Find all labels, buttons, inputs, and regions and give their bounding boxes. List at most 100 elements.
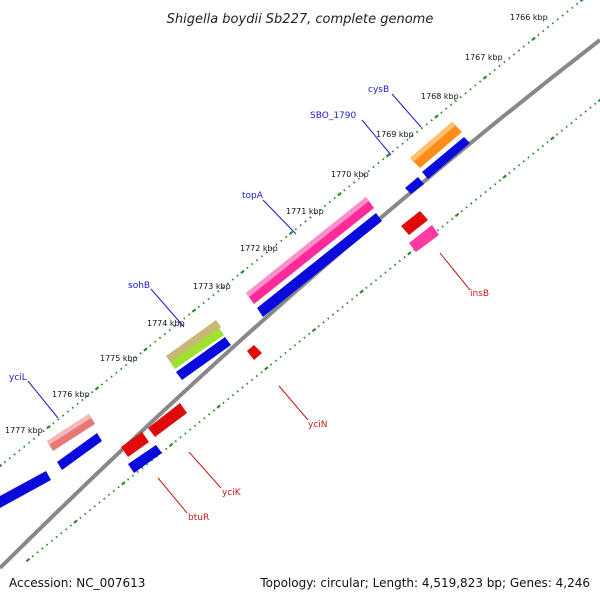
label-SBO_1790[interactable]: SBO_1790 — [310, 111, 356, 121]
major-tick — [264, 366, 269, 371]
minor-tick — [37, 433, 40, 437]
minor-tick — [154, 340, 157, 343]
minor-tick — [117, 485, 120, 489]
gene-topA[interactable] — [246, 197, 374, 304]
gene-sohB[interactable] — [166, 320, 224, 369]
gene-btuR-a[interactable] — [121, 432, 149, 457]
minor-tick — [440, 111, 443, 114]
minor-tick — [389, 267, 392, 270]
minor-tick — [571, 6, 574, 9]
genome-summary-text: Topology: circular; Length: 4,519,823 bp… — [259, 576, 590, 590]
gene-insB[interactable] — [409, 225, 439, 252]
label-yciK[interactable]: yciK — [222, 488, 242, 498]
minor-tick — [403, 255, 406, 259]
minor-tick — [517, 49, 521, 52]
gene-SBO_1790[interactable] — [405, 177, 424, 194]
minor-tick — [546, 140, 549, 144]
minor-tick — [575, 2, 579, 6]
minor-tick — [255, 374, 258, 378]
gene-yciK[interactable] — [148, 403, 187, 437]
minor-tick — [527, 41, 530, 44]
major-tick — [550, 136, 555, 141]
minor-tick — [415, 130, 419, 134]
minor-tick — [251, 262, 254, 266]
gene-cysB-cds[interactable] — [422, 137, 470, 179]
minor-tick — [136, 470, 139, 474]
gene-yciL-cds[interactable] — [57, 433, 102, 470]
minor-tick — [350, 298, 354, 301]
label-topA[interactable]: topA — [242, 191, 264, 201]
label-sohB[interactable]: sohB — [128, 281, 150, 291]
major-tick — [46, 425, 51, 430]
minor-tick — [470, 202, 473, 205]
minor-tick — [260, 370, 263, 374]
minor-tick — [298, 340, 301, 343]
minor-tick — [112, 489, 115, 493]
minor-tick — [308, 332, 311, 336]
minor-tick — [566, 10, 569, 13]
minor-tick — [379, 275, 382, 278]
minor-tick — [304, 220, 307, 223]
minor-tick — [474, 84, 477, 87]
reverse-genes — [121, 211, 439, 473]
minor-tick — [246, 382, 249, 385]
minor-tick — [294, 227, 298, 231]
minor-tick — [393, 263, 397, 267]
label-insB[interactable]: insB — [470, 289, 489, 299]
outer-tick-track — [0, 0, 584, 468]
gene-yciL[interactable] — [47, 414, 95, 451]
minor-tick — [327, 317, 330, 320]
minor-tick — [217, 290, 220, 293]
minor-tick — [107, 493, 111, 497]
minor-tick — [288, 347, 292, 351]
minor-tick — [212, 293, 215, 297]
major-tick — [579, 0, 584, 3]
minor-tick — [187, 313, 191, 316]
minor-tick — [79, 516, 82, 520]
minor-tick — [139, 352, 142, 355]
minor-tick — [32, 437, 36, 441]
major-tick — [434, 114, 439, 119]
minor-tick — [202, 301, 205, 305]
minor-tick — [454, 99, 458, 103]
label-cysB[interactable]: cysB — [368, 85, 389, 95]
label-yciL[interactable]: yciL — [9, 373, 27, 383]
minor-tick — [227, 397, 230, 401]
gene-yciN[interactable] — [247, 345, 262, 360]
minor-tick — [498, 179, 502, 182]
minor-tick — [129, 359, 133, 363]
gene-cysB[interactable] — [410, 122, 462, 168]
minor-tick — [336, 309, 340, 313]
minor-tick — [168, 328, 171, 332]
scale-label: 1772 kbp — [240, 244, 278, 253]
scale-label: 1768 kbp — [421, 92, 459, 101]
minor-tick — [384, 271, 387, 274]
minor-tick — [45, 543, 49, 546]
gene-sohB-cds[interactable] — [176, 337, 231, 380]
label-yciN[interactable]: yciN — [308, 420, 328, 430]
minor-tick — [27, 441, 31, 444]
minor-tick — [532, 152, 535, 155]
major-tick — [191, 308, 197, 313]
scale-label: 1777 kbp — [5, 426, 43, 435]
minor-tick — [246, 266, 249, 270]
minor-tick — [115, 371, 118, 374]
major-tick — [597, 98, 600, 103]
minor-tick — [420, 126, 424, 130]
minor-tick — [90, 390, 94, 394]
gene-btuR[interactable] — [128, 445, 162, 473]
minor-tick — [460, 209, 463, 213]
minor-tick — [265, 251, 268, 254]
minor-tick — [522, 45, 525, 48]
minor-tick — [346, 301, 349, 305]
minor-tick — [374, 278, 378, 282]
gene-topA-cds[interactable] — [257, 213, 382, 317]
label-btuR[interactable]: btuR — [188, 513, 209, 523]
minor-tick — [8, 457, 11, 460]
minor-tick — [536, 148, 540, 152]
gene-insB-a[interactable] — [401, 211, 428, 235]
minor-tick — [594, 102, 597, 106]
major-tick — [531, 36, 536, 41]
gene-left-cds[interactable] — [0, 471, 51, 508]
